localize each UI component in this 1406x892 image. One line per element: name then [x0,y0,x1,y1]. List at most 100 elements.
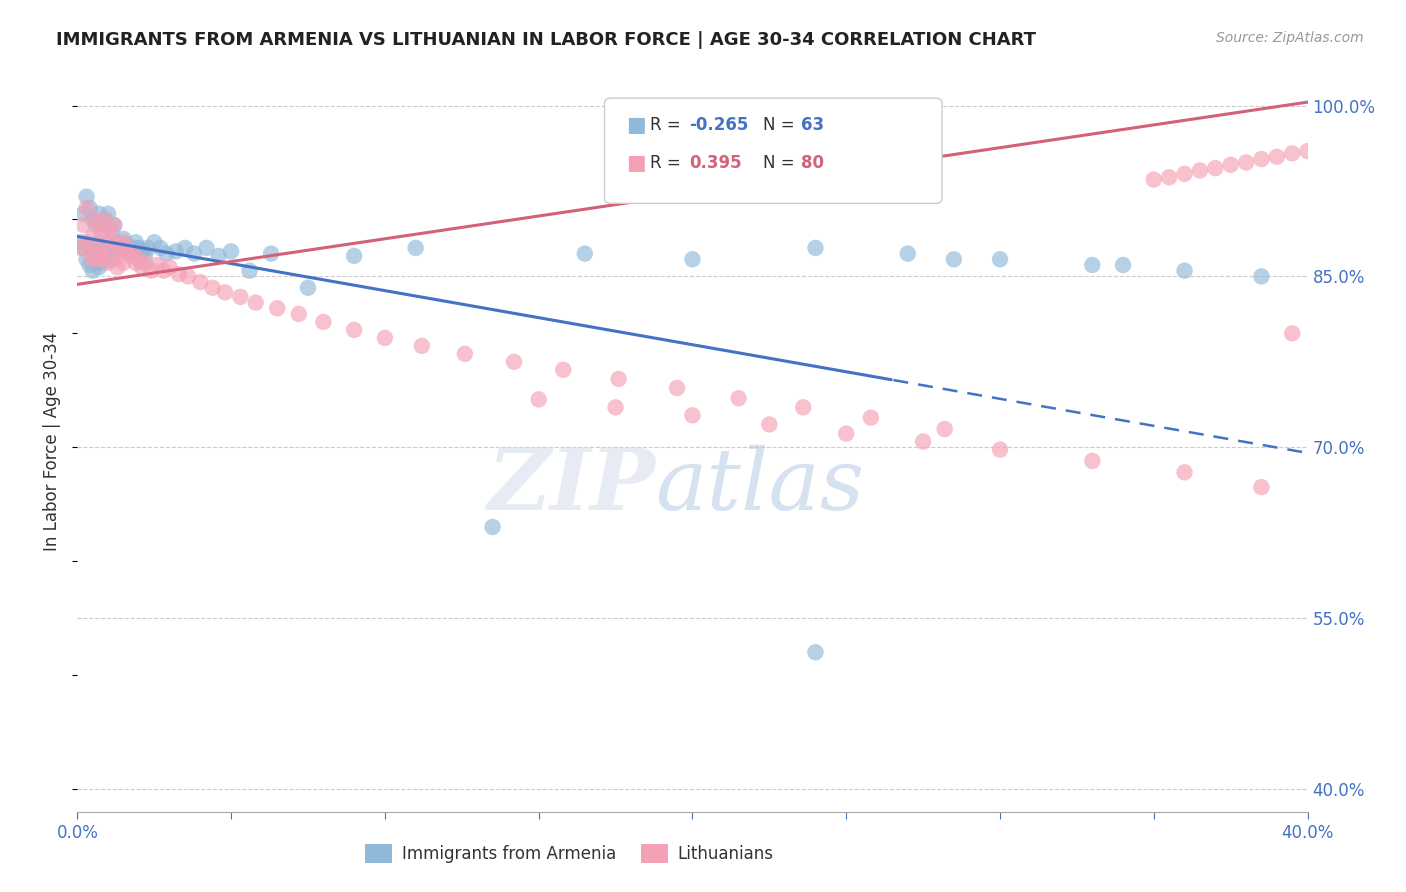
Point [159,260,181,275]
Text: 0.395: 0.395 [689,154,741,172]
Point [288,307,311,321]
Point [1234,155,1257,169]
Point [155,246,177,260]
Point [942,252,965,267]
Point [105,237,128,252]
Point [72,207,94,221]
Point [260,246,283,260]
Point [195,241,218,255]
Point [87,218,110,232]
Point [574,246,596,260]
Point [201,281,224,295]
Point [128,252,150,267]
Point [481,520,503,534]
Point [103,218,125,232]
Point [605,401,627,415]
Point [79,246,101,260]
Point [105,235,128,250]
Point [177,269,200,284]
Point [454,347,477,361]
Point [84,218,107,232]
Point [69,241,91,255]
Point [167,267,190,281]
Point [343,323,366,337]
Point [1081,258,1104,272]
Text: ZIP: ZIP [488,444,655,528]
Point [118,246,141,260]
Point [79,201,101,215]
Point [112,235,135,250]
Point [343,249,366,263]
Point [134,256,156,270]
Point [97,256,120,270]
Point [1159,170,1181,185]
Point [1188,163,1211,178]
Point [141,263,163,277]
Point [1281,146,1303,161]
Point [94,241,117,255]
Point [134,249,156,263]
Point [1174,167,1197,181]
Point [503,355,526,369]
Point [69,235,91,250]
Text: Source: ZipAtlas.com: Source: ZipAtlas.com [1216,31,1364,45]
Point [125,256,148,270]
Y-axis label: In Labor Force | Age 30-34: In Labor Force | Age 30-34 [44,332,62,551]
Point [219,244,242,259]
Point [1265,150,1288,164]
Point [94,246,117,260]
Point [149,241,172,255]
Point [94,212,117,227]
Point [100,252,122,267]
Point [1112,258,1135,272]
Point [121,246,143,260]
Point [79,237,101,252]
Point [97,224,120,238]
Point [239,263,262,277]
Point [82,212,104,227]
Point [105,260,128,275]
Point [527,392,550,407]
Point [125,235,148,250]
Point [666,381,689,395]
Point [103,252,125,267]
Point [266,301,288,316]
Text: 80: 80 [801,154,824,172]
Point [682,252,704,267]
Point [87,260,110,275]
Point [245,295,267,310]
Text: N =: N = [763,154,800,172]
Point [405,241,427,255]
Point [1219,158,1241,172]
Point [94,212,117,227]
Point [136,241,159,255]
Point [87,252,110,267]
Point [97,207,120,221]
Point [82,252,104,267]
Point [1296,144,1319,158]
Point [90,226,114,240]
Text: IMMIGRANTS FROM ARMENIA VS LITHUANIAN IN LABOR FORCE | AGE 30-34 CORRELATION CHA: IMMIGRANTS FROM ARMENIA VS LITHUANIAN IN… [56,31,1036,49]
Point [229,290,252,304]
Point [128,241,150,255]
Point [152,263,174,277]
Point [912,434,935,449]
Point [76,252,98,267]
Text: 63: 63 [801,116,824,134]
Point [165,244,187,259]
Point [143,235,166,250]
Point [835,426,858,441]
Point [84,212,107,227]
Legend: Immigrants from Armenia, Lithuanians: Immigrants from Armenia, Lithuanians [359,838,780,870]
Point [76,189,98,203]
Point [79,258,101,272]
Point [804,645,827,659]
Point [859,410,882,425]
Point [110,244,132,259]
Point [118,249,141,263]
Point [188,275,212,289]
Point [988,442,1011,457]
Point [934,422,956,436]
Point [411,339,433,353]
Point [97,237,120,252]
